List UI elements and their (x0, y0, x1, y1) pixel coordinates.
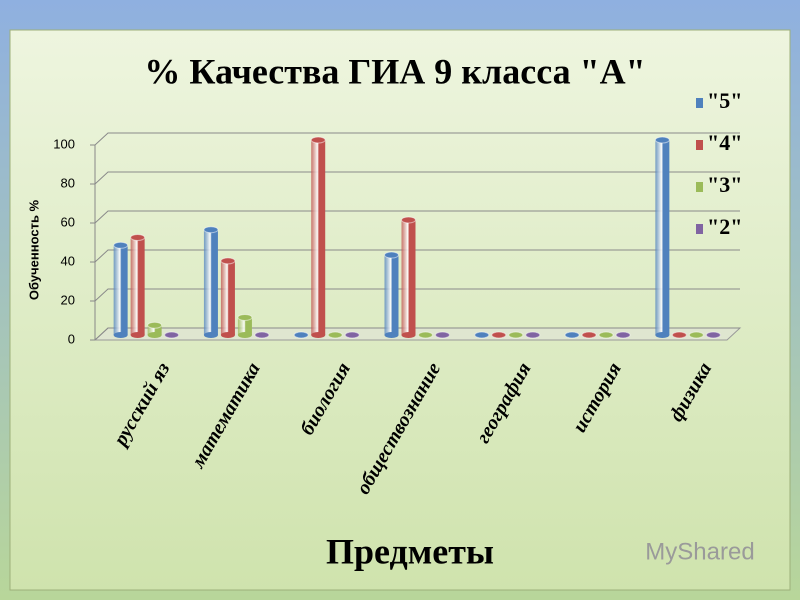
bar-top (654, 136, 670, 144)
y-tick-label: 20 (61, 292, 75, 307)
bar-base (655, 332, 670, 338)
y-tick-label: 40 (61, 253, 75, 268)
x-axis-label: Предметы (326, 531, 494, 571)
bar-base (113, 332, 128, 338)
bar-top (435, 331, 450, 339)
legend-swatch (696, 182, 703, 192)
legend-label: "5" (707, 88, 742, 113)
bar (401, 219, 416, 335)
bar-top (310, 136, 326, 144)
y-tick-label: 60 (61, 214, 75, 229)
floor (93, 327, 742, 341)
bar-top (491, 331, 507, 339)
bar-top (564, 331, 580, 339)
bar (655, 140, 670, 335)
bar-top (147, 321, 163, 329)
bar (147, 325, 162, 335)
grid-line (94, 171, 740, 185)
legend-label: "2" (707, 214, 742, 239)
bar (130, 237, 145, 335)
bar-top (164, 331, 180, 339)
grid-line (94, 210, 740, 224)
y-tick-label: 80 (61, 175, 75, 190)
bar-top (237, 313, 253, 321)
legend-swatch (696, 140, 703, 150)
bar-top (401, 216, 416, 224)
y-tick-label: 0 (68, 331, 75, 346)
bar-base (311, 332, 326, 338)
bar-top (327, 331, 343, 339)
grid-line (94, 249, 740, 263)
bar (237, 317, 252, 335)
legend-label: "4" (707, 130, 742, 155)
chart-title: % Качества ГИА 9 класса "А" (144, 51, 645, 91)
bar-top (293, 331, 309, 339)
bar-top (384, 251, 399, 259)
bar-top (525, 331, 541, 339)
bar-top (344, 331, 360, 339)
bar-base (220, 332, 235, 338)
bar-top (508, 331, 524, 339)
legend-swatch (696, 224, 703, 234)
bar-top (671, 331, 687, 339)
bar (311, 140, 326, 335)
watermark: MyShared (645, 538, 754, 565)
bar-base (203, 332, 218, 338)
bar-top (203, 226, 219, 234)
bar-top (418, 331, 433, 339)
bar-base (147, 332, 162, 338)
bar-top (254, 331, 270, 339)
grid-line (94, 132, 740, 146)
bar-top (615, 331, 631, 339)
bar-base (384, 332, 399, 338)
bar-top (688, 331, 704, 339)
legend-swatch (696, 98, 703, 108)
bar-base (401, 332, 416, 338)
bar (113, 245, 128, 335)
bar (220, 260, 235, 335)
bar-top (113, 241, 129, 249)
grid-line (94, 288, 740, 302)
grid-line (94, 327, 740, 341)
bar-top (581, 331, 597, 339)
y-tick-label: 100 (53, 136, 75, 151)
bar (384, 255, 399, 335)
bar-base (130, 332, 145, 338)
bar (203, 229, 218, 335)
bar-top (705, 331, 721, 339)
bar-top (598, 331, 614, 339)
bar-top (220, 257, 236, 265)
bar-base (237, 332, 252, 338)
y-axis-label: Обученность % (26, 199, 41, 300)
legend-label: "3" (707, 172, 742, 197)
bar-top (130, 234, 146, 241)
bar-top (474, 331, 490, 339)
